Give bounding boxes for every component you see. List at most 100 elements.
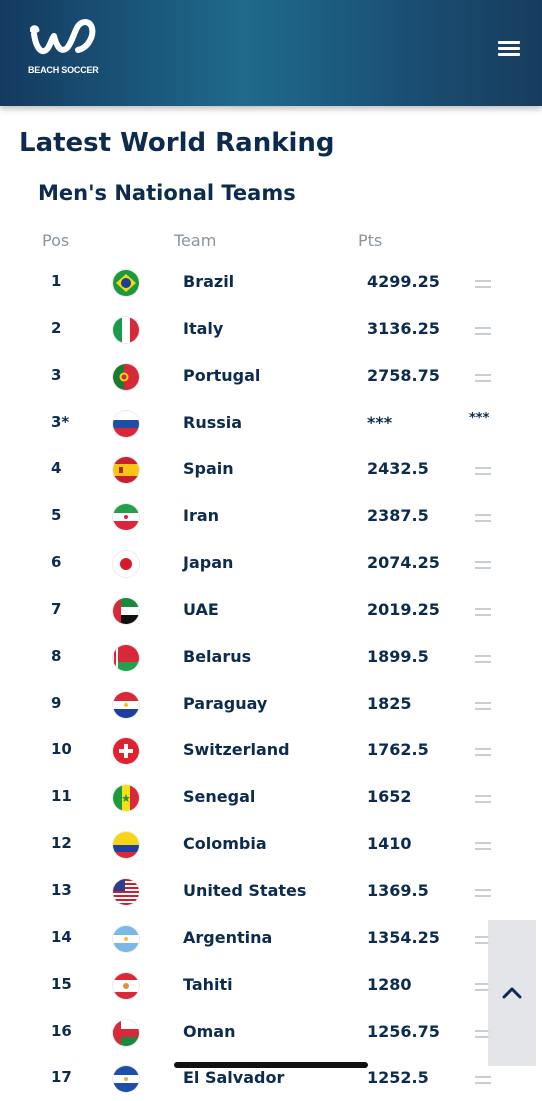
table-row[interactable]: 13 United States 1369.5	[0, 867, 542, 914]
column-header-team: Team	[174, 231, 217, 250]
table-row[interactable]: 14 Argentina 1354.25	[0, 914, 542, 961]
table-row[interactable]: 7 UAE 2019.25	[0, 586, 542, 633]
rank-position: 2	[51, 318, 62, 337]
team-name[interactable]: Russia	[183, 412, 243, 432]
team-name[interactable]: El Salvador	[183, 1068, 285, 1088]
rank-position: 17	[51, 1068, 72, 1087]
team-name[interactable]: Argentina	[183, 927, 273, 947]
table-row[interactable]: 16 Oman 1256.75	[0, 1008, 542, 1055]
table-row[interactable]: 11 Senegal 1652	[0, 773, 542, 820]
flag-japan-icon	[113, 551, 139, 578]
team-points: 2432.5	[367, 459, 429, 479]
flag-switzerland-icon	[113, 738, 139, 765]
table-row[interactable]: 2 Italy 3136.25	[0, 305, 542, 352]
trend-text: ***	[469, 410, 490, 426]
team-name[interactable]: Switzerland	[183, 740, 290, 760]
ranking-table: 1 Brazil 4299.25 2 Italy 3136.25 3 Portu…	[0, 258, 542, 1101]
flag-paraguay-icon	[113, 691, 139, 718]
section-title: Men's National Teams	[38, 181, 296, 205]
team-points: 2019.25	[367, 599, 440, 619]
table-row[interactable]: 4 Spain 2432.5	[0, 445, 542, 492]
team-points: 1280	[367, 974, 412, 994]
beach-soccer-logo[interactable]: BEACH SOCCER	[28, 18, 100, 80]
logo-text: BEACH SOCCER	[28, 65, 99, 75]
team-name[interactable]: Paraguay	[183, 693, 268, 713]
table-row[interactable]: 12 Colombia 1410	[0, 820, 542, 867]
no-change-icon	[475, 467, 491, 479]
team-name[interactable]: Italy	[183, 318, 224, 338]
rank-position: 16	[51, 1021, 72, 1040]
flag-portugal-icon	[113, 363, 139, 390]
team-name[interactable]: United States	[183, 880, 307, 900]
team-name[interactable]: Belarus	[183, 646, 252, 666]
team-name[interactable]: Colombia	[183, 834, 267, 854]
column-header-pts: Pts	[358, 231, 383, 250]
table-row[interactable]: 5 Iran 2387.5	[0, 492, 542, 539]
flag-iran-icon	[113, 504, 139, 531]
no-change-icon	[475, 607, 491, 620]
flag-belarus-icon	[113, 644, 139, 671]
rank-position: 1	[51, 272, 62, 290]
flag-oman-icon	[113, 1019, 139, 1046]
flag-uae-icon	[113, 597, 139, 624]
flag-senegal-icon	[113, 785, 139, 812]
flag-spain-icon	[113, 457, 139, 484]
table-row[interactable]: 3* Russia *** ***	[0, 399, 542, 446]
rank-position: 3*	[51, 412, 70, 431]
team-points: 1899.5	[367, 646, 429, 666]
team-name[interactable]: UAE	[183, 599, 219, 619]
team-points: 1825	[367, 693, 412, 713]
flag-italy-icon	[113, 316, 139, 343]
team-points: 2387.5	[367, 506, 429, 526]
rank-position: 6	[51, 553, 62, 572]
team-points: 1652	[367, 787, 412, 807]
rank-position: 15	[51, 974, 72, 993]
page-title: Latest World Ranking	[19, 128, 335, 158]
flag-russia-icon	[113, 410, 139, 437]
column-header-pos: Pos	[42, 231, 70, 250]
team-points: 1369.5	[367, 880, 429, 900]
team-name[interactable]: Brazil	[183, 272, 235, 291]
team-points: 1410	[367, 834, 412, 854]
team-points: 1256.75	[367, 1021, 440, 1041]
flag-tahiti-icon	[113, 972, 139, 999]
table-row[interactable]: 10 Switzerland 1762.5	[0, 726, 542, 773]
rank-position: 13	[51, 880, 72, 899]
no-change-icon	[475, 514, 491, 526]
table-row[interactable]: 15 Tahiti 1280	[0, 961, 542, 1008]
team-name[interactable]: Portugal	[183, 365, 261, 385]
team-name[interactable]: Senegal	[183, 787, 256, 807]
table-row[interactable]: 9 Paraguay 1825	[0, 680, 542, 727]
flag-brazil-icon	[113, 270, 139, 296]
no-change-icon	[475, 888, 491, 901]
no-change-icon	[475, 1076, 491, 1088]
no-change-icon	[475, 561, 491, 573]
no-change-icon	[475, 701, 491, 714]
site-header: BEACH SOCCER	[0, 0, 542, 106]
team-name[interactable]: Japan	[183, 553, 234, 573]
no-change-icon	[475, 1029, 491, 1042]
flag-argentina-icon	[113, 925, 139, 952]
team-name[interactable]: Spain	[183, 459, 234, 479]
team-name[interactable]: Tahiti	[183, 974, 233, 994]
no-change-icon	[475, 795, 491, 807]
team-points: 1762.5	[367, 740, 429, 760]
table-row[interactable]: 8 Belarus 1899.5	[0, 633, 542, 680]
team-name[interactable]: Oman	[183, 1021, 236, 1041]
table-row[interactable]: 3 Portugal 2758.75	[0, 352, 542, 399]
no-change-icon	[475, 280, 491, 292]
rank-position: 8	[51, 646, 62, 665]
no-change-icon	[475, 935, 491, 948]
table-row[interactable]: 6 Japan 2074.25	[0, 539, 542, 586]
rank-position: 3	[51, 365, 62, 384]
no-change-icon	[475, 326, 491, 339]
hamburger-icon[interactable]	[498, 41, 520, 59]
table-row[interactable]: 1 Brazil 4299.25	[0, 258, 542, 305]
rank-position: 12	[51, 834, 72, 853]
rank-position: 11	[51, 787, 72, 806]
team-name[interactable]: Iran	[183, 506, 220, 526]
scroll-to-top-button[interactable]	[488, 920, 536, 1066]
team-points: 2074.25	[367, 553, 440, 573]
team-points: 1354.25	[367, 927, 440, 947]
no-change-icon	[475, 654, 491, 667]
